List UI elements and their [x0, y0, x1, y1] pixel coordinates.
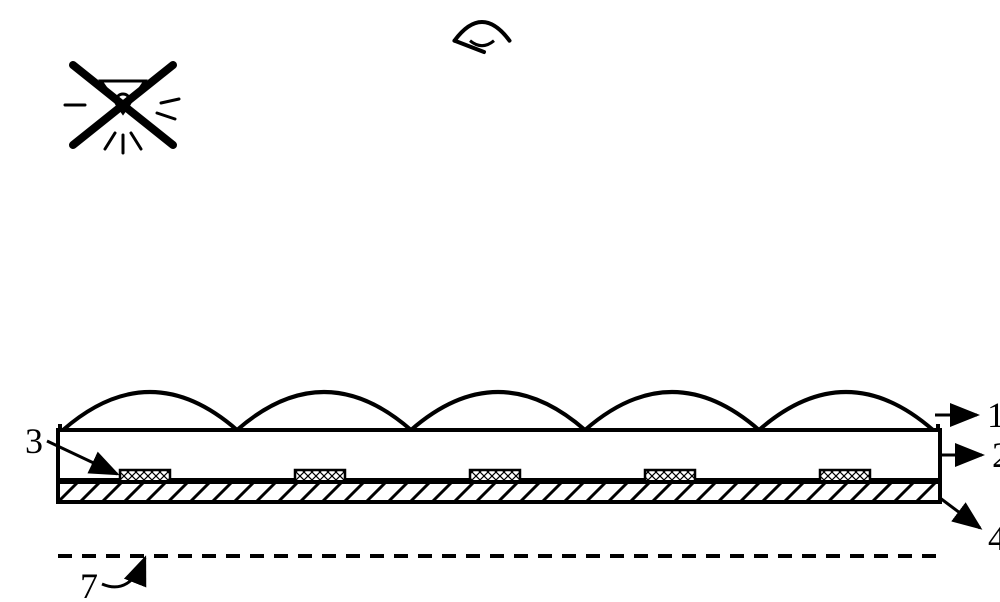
svg-text:7: 7 [80, 566, 98, 602]
label-2: 2 [940, 435, 1000, 475]
svg-text:2: 2 [992, 435, 1000, 475]
lens-array-layer [60, 392, 938, 430]
no-ambient-light-icon [65, 65, 179, 153]
svg-text:3: 3 [25, 421, 43, 461]
optical-layer-diagram: 12 4 3 7 [0, 0, 1000, 602]
label-4: 4 [940, 498, 1000, 558]
label-1: 1 [935, 395, 1000, 435]
svg-text:1: 1 [987, 395, 1000, 435]
svg-text:4: 4 [988, 518, 1000, 558]
label-7: 7 [80, 558, 145, 602]
eye-icon [455, 22, 510, 52]
base-layer [0, 480, 1000, 504]
